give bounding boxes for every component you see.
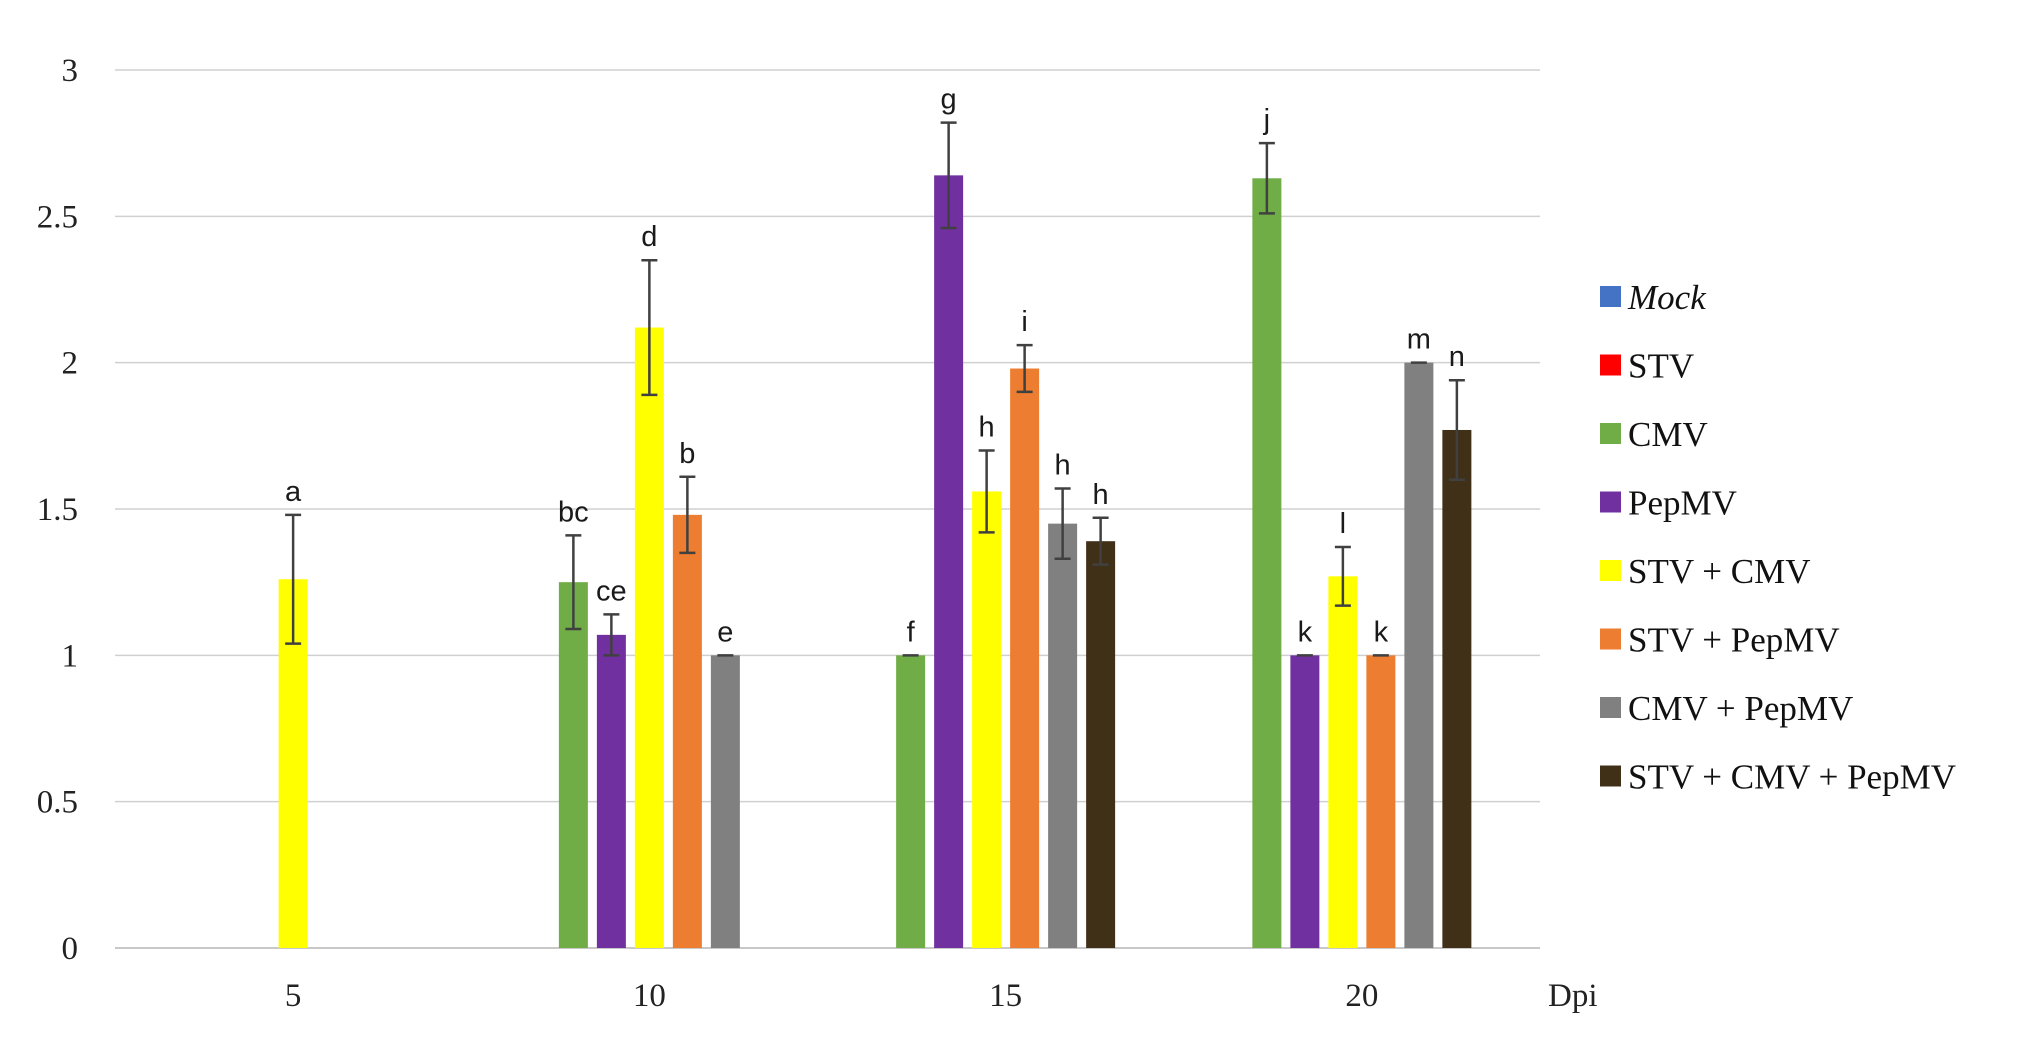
bar bbox=[634, 327, 664, 949]
x-axis-label: Dpi bbox=[1548, 978, 1598, 1014]
x-tick-label: 20 bbox=[1345, 978, 1378, 1014]
significance-letter: k bbox=[1298, 616, 1313, 648]
significance-letter: h bbox=[1093, 479, 1109, 511]
y-tick-label: 0.5 bbox=[37, 785, 78, 821]
bar bbox=[596, 634, 626, 948]
error-bar bbox=[1448, 378, 1465, 481]
error-bar bbox=[1054, 487, 1071, 561]
significance-letter: j bbox=[1263, 104, 1270, 136]
legend-label: STV bbox=[1628, 347, 1694, 386]
significance-letter: a bbox=[285, 476, 302, 508]
y-tick-label: 1.5 bbox=[37, 492, 78, 528]
y-tick-label: 2 bbox=[62, 346, 79, 382]
significance-letter: b bbox=[679, 438, 695, 470]
error-bar bbox=[1334, 545, 1351, 607]
significance-letter: k bbox=[1374, 616, 1389, 648]
significance-letter: n bbox=[1449, 341, 1465, 373]
error-bar bbox=[978, 449, 995, 534]
significance-letter: h bbox=[1055, 450, 1071, 482]
y-axis-ticks: 0 0.5 1 1.5 2 2.5 3 bbox=[37, 53, 78, 967]
legend-item: STV + CMV bbox=[1600, 552, 1810, 591]
legend-item: STV bbox=[1600, 347, 1694, 386]
legend-item: CMV bbox=[1600, 415, 1708, 454]
bar bbox=[1404, 362, 1434, 949]
error-bars bbox=[285, 121, 1465, 657]
legend-swatch bbox=[1600, 765, 1621, 787]
bar bbox=[1366, 655, 1396, 948]
bar bbox=[1290, 655, 1320, 948]
legend: Mock STV CMV PepMV STV + CMV STV + PepMV CMV +… bbox=[1600, 278, 1956, 797]
legend-label: STV + PepMV bbox=[1628, 621, 1840, 660]
significance-letter: h bbox=[979, 411, 995, 443]
gridlines bbox=[115, 69, 1540, 803]
y-tick-label: 0 bbox=[62, 931, 79, 967]
y-tick-label: 3 bbox=[62, 53, 79, 89]
error-bar bbox=[679, 475, 696, 555]
error-bar bbox=[285, 513, 302, 645]
legend-label: Mock bbox=[1627, 278, 1707, 317]
error-bar bbox=[1258, 141, 1275, 215]
error-bar bbox=[1092, 516, 1109, 566]
bar bbox=[558, 582, 588, 948]
legend-item: CMV + PepMV bbox=[1600, 689, 1853, 728]
legend-label: STV + CMV bbox=[1628, 552, 1810, 591]
x-axis-ticks: 5 10 15 20 bbox=[285, 978, 1379, 1014]
legend-swatch bbox=[1600, 697, 1621, 718]
error-bar bbox=[1016, 343, 1033, 394]
significance-letter: ce bbox=[596, 575, 627, 607]
error-bar bbox=[940, 121, 957, 230]
bar bbox=[1252, 178, 1282, 948]
bar bbox=[1442, 429, 1472, 949]
legend-label: STV + CMV + PepMV bbox=[1628, 758, 1956, 797]
legend-item: STV + CMV + PepMV bbox=[1600, 758, 1956, 797]
x-tick-label: 15 bbox=[989, 978, 1022, 1014]
significance-letter: i bbox=[1021, 306, 1027, 338]
legend-swatch bbox=[1600, 354, 1621, 376]
significance-letter: d bbox=[641, 221, 657, 253]
bar bbox=[1010, 368, 1040, 948]
bar bbox=[896, 655, 926, 948]
legend-swatch bbox=[1600, 491, 1621, 513]
significance-letter: g bbox=[941, 84, 957, 116]
legend-swatch bbox=[1600, 628, 1621, 650]
legend-swatch bbox=[1600, 560, 1621, 581]
y-tick-label: 1 bbox=[62, 638, 79, 674]
significance-letter: f bbox=[907, 616, 916, 648]
legend-swatch bbox=[1600, 286, 1621, 307]
bar bbox=[972, 491, 1002, 948]
x-tick-label: 10 bbox=[633, 978, 666, 1014]
significance-letter: e bbox=[717, 616, 733, 648]
legend-label: PepMV bbox=[1628, 484, 1737, 523]
bar bbox=[1048, 523, 1078, 948]
bar bbox=[1328, 576, 1358, 948]
significance-letter: m bbox=[1407, 324, 1431, 356]
error-bar bbox=[565, 534, 582, 631]
bar bbox=[934, 175, 964, 949]
error-bar bbox=[603, 613, 620, 657]
significance-letter: l bbox=[1340, 508, 1346, 540]
legend-item: PepMV bbox=[1600, 484, 1737, 523]
significance-letter: bc bbox=[558, 496, 589, 528]
x-tick-label: 5 bbox=[285, 978, 302, 1014]
bars bbox=[278, 175, 1472, 949]
legend-label: CMV + PepMV bbox=[1628, 689, 1853, 728]
error-bar bbox=[641, 258, 658, 397]
bar bbox=[710, 655, 740, 948]
legend-item: STV + PepMV bbox=[1600, 621, 1840, 660]
legend-item: Mock bbox=[1600, 278, 1707, 317]
legend-label: CMV bbox=[1628, 415, 1708, 454]
legend-swatch bbox=[1600, 423, 1621, 444]
bar bbox=[672, 514, 702, 948]
y-tick-label: 2.5 bbox=[37, 199, 78, 235]
bar bbox=[1086, 541, 1116, 948]
